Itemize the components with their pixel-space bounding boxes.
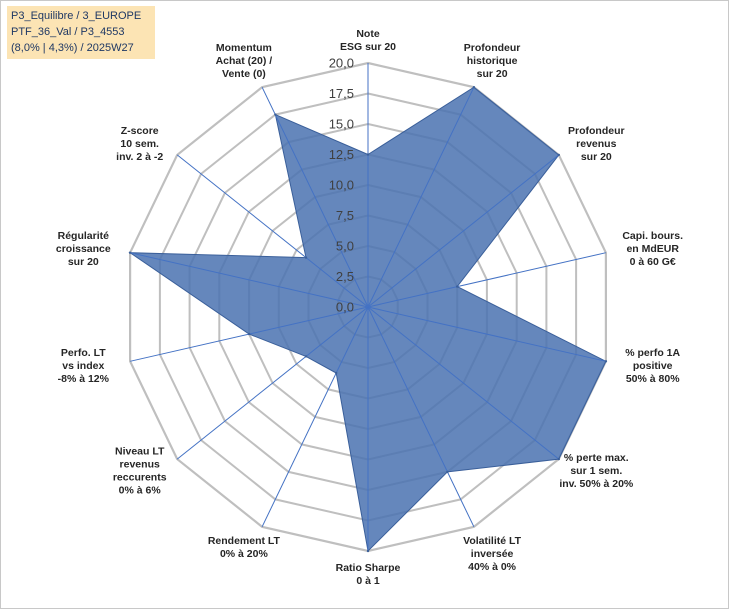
data-point xyxy=(304,256,308,259)
axis-label: Niveau LT revenus reccurents 0% à 6% xyxy=(113,445,167,496)
axis-label: Profondeur historique sur 20 xyxy=(464,42,521,80)
tick-label: 0,0 xyxy=(336,300,354,315)
axis-spoke xyxy=(367,154,560,308)
axis-spoke xyxy=(261,306,369,528)
data-point xyxy=(557,153,560,157)
info-line-2: PTF_36_Val / P3_4553 xyxy=(11,26,125,38)
axis-spoke xyxy=(176,154,369,308)
axis-label: Capi. bours. en MdEUR 0 à 60 G€ xyxy=(622,230,683,268)
axis-label: Momentum Achat (20) / Vente (0) xyxy=(216,42,273,80)
axis-spoke xyxy=(367,86,475,308)
axis-label: % perte max. sur 1 sem. inv. 50% à 20% xyxy=(559,452,634,490)
data-point xyxy=(366,153,370,156)
axis-spoke xyxy=(176,306,369,460)
axis-spoke xyxy=(129,252,369,308)
axis-label: Rendement LT 0% à 20% xyxy=(208,535,281,560)
axis-label: Volatilité LT inversée 40% à 0% xyxy=(463,535,522,573)
tick-label: 2,5 xyxy=(336,269,354,284)
data-point xyxy=(335,371,338,375)
tick-label: 10,0 xyxy=(329,178,354,193)
tick-label: 15,0 xyxy=(329,117,354,132)
info-line-3: (8,0% | 4,3%) / 2025W27 xyxy=(11,42,134,54)
axis-spoke xyxy=(261,86,369,308)
tick-label: 7,5 xyxy=(336,208,354,223)
data-point xyxy=(304,355,308,358)
tick-label: 20,0 xyxy=(329,56,354,71)
data-point xyxy=(456,285,459,288)
data-point xyxy=(472,86,476,89)
info-line-1: P3_Equilibre / 3_EUROPE xyxy=(11,10,142,22)
axis-spoke xyxy=(367,306,560,460)
data-point xyxy=(128,251,132,254)
axis-spoke xyxy=(367,306,475,528)
data-point xyxy=(557,457,560,461)
data-point xyxy=(247,332,251,336)
data-point xyxy=(366,549,370,553)
portfolio-info-box: P3_Equilibre / 3_EUROPE PTF_36_Val / P3_… xyxy=(7,6,155,59)
tick-label: 17,5 xyxy=(329,86,354,101)
axis-label: Régularité croissance sur 20 xyxy=(56,230,111,268)
axis-label: Profondeur revenus sur 20 xyxy=(568,125,625,163)
data-point xyxy=(604,360,608,363)
tick-label: 5,0 xyxy=(336,239,354,254)
data-point xyxy=(446,470,449,474)
data-point xyxy=(274,113,277,116)
axis-spoke xyxy=(367,252,607,308)
axis-label: Ratio Sharpe 0 à 1 xyxy=(336,562,401,587)
axis-spoke xyxy=(367,306,607,362)
axis-label: Perfo. LT vs index -8% à 12% xyxy=(58,347,110,385)
axis-label: % perfo 1A positive 50% à 80% xyxy=(625,347,680,385)
axis-label: Note ESG sur 20 xyxy=(340,28,396,53)
tick-label: 12,5 xyxy=(329,147,354,162)
axis-label: Z-score 10 sem. inv. 2 à -2 xyxy=(116,125,163,163)
